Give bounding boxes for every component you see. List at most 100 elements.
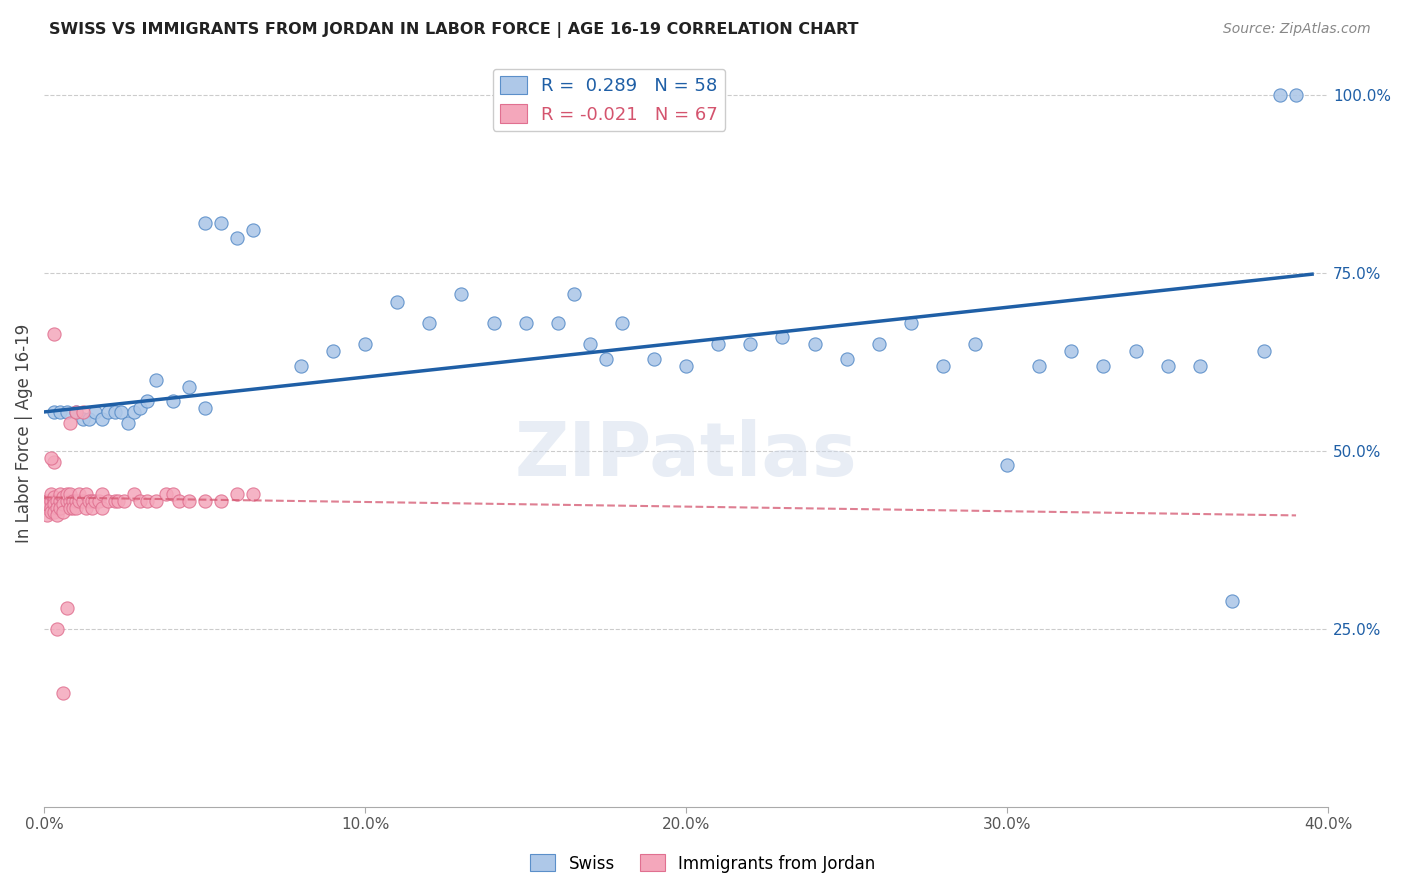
Point	[82, 501, 104, 516]
Point	[87, 494, 110, 508]
Point	[77, 412, 100, 426]
Point	[37, 498, 59, 512]
Point	[55, 487, 77, 501]
Point	[52, 505, 75, 519]
Point	[194, 216, 217, 230]
Point	[59, 494, 82, 508]
Point	[135, 494, 157, 508]
Point	[65, 494, 87, 508]
Y-axis label: In Labor Force | Age 16-19: In Labor Force | Age 16-19	[15, 324, 32, 543]
Point	[194, 494, 217, 508]
Point	[145, 494, 167, 508]
Point	[194, 401, 217, 416]
Point	[77, 494, 100, 508]
Point	[55, 494, 77, 508]
Point	[1125, 344, 1147, 359]
Point	[37, 501, 59, 516]
Point	[387, 294, 409, 309]
Point	[49, 405, 72, 419]
Point	[46, 501, 69, 516]
Point	[90, 412, 112, 426]
Point	[52, 498, 75, 512]
Point	[322, 344, 344, 359]
Text: SWISS VS IMMIGRANTS FROM JORDAN IN LABOR FORCE | AGE 16-19 CORRELATION CHART: SWISS VS IMMIGRANTS FROM JORDAN IN LABOR…	[49, 22, 859, 38]
Point	[129, 401, 152, 416]
Point	[1156, 359, 1178, 373]
Point	[49, 487, 72, 501]
Point	[62, 501, 84, 516]
Point	[59, 487, 82, 501]
Point	[610, 316, 633, 330]
Point	[995, 458, 1018, 473]
Point	[75, 501, 97, 516]
Point	[209, 216, 232, 230]
Point	[49, 494, 72, 508]
Point	[145, 373, 167, 387]
Point	[482, 316, 505, 330]
Point	[740, 337, 762, 351]
Point	[67, 487, 90, 501]
Point	[770, 330, 793, 344]
Point	[418, 316, 440, 330]
Point	[167, 494, 190, 508]
Point	[1060, 344, 1083, 359]
Point	[42, 455, 65, 469]
Point	[1220, 593, 1243, 607]
Point	[110, 405, 132, 419]
Point	[177, 380, 200, 394]
Point	[39, 501, 62, 516]
Text: Source: ZipAtlas.com: Source: ZipAtlas.com	[1223, 22, 1371, 37]
Point	[129, 494, 152, 508]
Point	[72, 412, 94, 426]
Point	[225, 487, 247, 501]
Point	[90, 501, 112, 516]
Point	[65, 405, 87, 419]
Point	[354, 337, 377, 351]
Point	[547, 316, 569, 330]
Point	[1028, 359, 1050, 373]
Point	[162, 394, 184, 409]
Point	[643, 351, 665, 366]
Point	[82, 494, 104, 508]
Point	[104, 494, 127, 508]
Point	[46, 508, 69, 523]
Point	[963, 337, 986, 351]
Point	[450, 287, 472, 301]
Point	[84, 494, 107, 508]
Point	[75, 487, 97, 501]
Point	[900, 316, 922, 330]
Point	[42, 494, 65, 508]
Point	[46, 622, 69, 636]
Point	[562, 287, 585, 301]
Point	[46, 494, 69, 508]
Point	[707, 337, 730, 351]
Point	[42, 405, 65, 419]
Point	[122, 487, 145, 501]
Point	[39, 505, 62, 519]
Text: ZIPatlas: ZIPatlas	[515, 419, 858, 492]
Point	[42, 498, 65, 512]
Point	[52, 686, 75, 700]
Point	[72, 494, 94, 508]
Point	[55, 405, 77, 419]
Point	[177, 494, 200, 508]
Point	[97, 405, 120, 419]
Legend: Swiss, Immigrants from Jordan: Swiss, Immigrants from Jordan	[524, 847, 882, 880]
Point	[1092, 359, 1115, 373]
Point	[1253, 344, 1275, 359]
Point	[803, 337, 825, 351]
Point	[835, 351, 858, 366]
Point	[209, 494, 232, 508]
Point	[932, 359, 955, 373]
Point	[65, 405, 87, 419]
Point	[97, 494, 120, 508]
Point	[42, 491, 65, 505]
Point	[67, 494, 90, 508]
Point	[155, 487, 177, 501]
Point	[39, 451, 62, 466]
Point	[515, 316, 537, 330]
Point	[84, 405, 107, 419]
Legend: R =  0.289   N = 58, R = -0.021   N = 67: R = 0.289 N = 58, R = -0.021 N = 67	[492, 69, 725, 131]
Point	[107, 494, 129, 508]
Point	[162, 487, 184, 501]
